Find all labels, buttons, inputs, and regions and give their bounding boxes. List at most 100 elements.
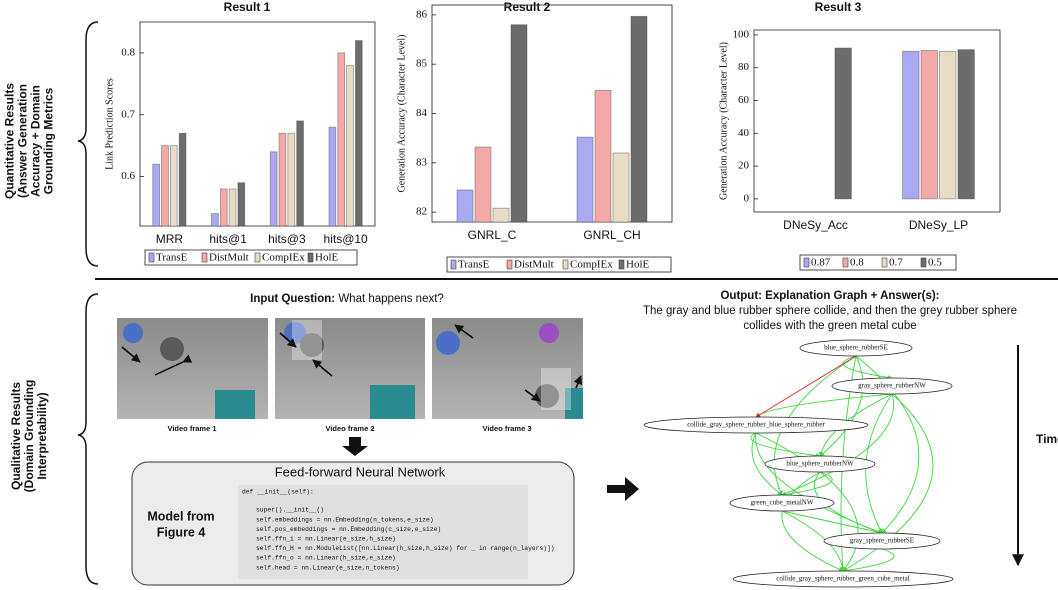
section-label: (Answer Generation <box>16 84 30 198</box>
brace <box>78 22 98 266</box>
section-label: (Domain Grounding <box>22 380 36 493</box>
frame-caption: Video frame 2 <box>325 424 374 433</box>
y-tick-label: 0.8 <box>121 46 135 58</box>
bar <box>958 50 974 199</box>
legend-swatch <box>843 258 848 267</box>
bar <box>355 41 362 226</box>
code-line: self.ffn_i = nn.Linear(e_size,h_size) <box>256 535 396 542</box>
input-label: Input Question: <box>250 293 335 305</box>
bar <box>179 133 186 226</box>
time-label: Time <box>1036 432 1058 446</box>
chart-title: Result 1 <box>224 0 271 14</box>
section-label: Grounding Metrics <box>42 87 56 194</box>
bar <box>347 65 354 226</box>
x-tick-label: hits@10 <box>324 232 369 246</box>
bar <box>595 90 611 222</box>
code-line: self.head = nn.Linear(e_size,n_tokens) <box>256 564 400 571</box>
bar <box>212 214 219 226</box>
x-tick-label: hits@3 <box>268 232 306 246</box>
bar <box>329 127 336 226</box>
bar <box>297 121 304 226</box>
legend-label: HolE <box>315 252 339 264</box>
model-label: Figure 4 <box>157 525 206 539</box>
section-label: Interpretability) <box>35 392 49 479</box>
x-tick-label: DNeSy_LP <box>909 218 968 232</box>
legend-swatch <box>619 260 624 269</box>
bar <box>279 133 286 226</box>
input-question: Input Question: What happens next? <box>250 293 444 305</box>
legend-label: 0.87 <box>811 257 831 269</box>
y-tick-label: 20 <box>738 160 750 172</box>
legend-label: 0.5 <box>928 257 942 269</box>
frame-caption: Video frame 1 <box>167 424 216 433</box>
legend-swatch <box>149 253 154 262</box>
bar <box>220 189 227 226</box>
x-tick-label: MRR <box>156 232 184 246</box>
x-tick-label: GNRL_CH <box>583 228 640 242</box>
right-arrow <box>607 477 639 501</box>
y-tick-label: 0.7 <box>121 108 135 120</box>
legend-label: 0.7 <box>889 257 903 269</box>
legend-swatch <box>882 258 887 267</box>
x-tick-label: GNRL_C <box>468 228 517 242</box>
y-tick-label: 86 <box>416 8 428 20</box>
bar <box>511 25 527 222</box>
node-label: blue_sphere_rubberNW <box>786 460 854 468</box>
graph-edge <box>756 394 892 417</box>
y-axis-label: Generation Accuracy (Character Level) <box>718 42 729 200</box>
legend-swatch <box>202 253 207 262</box>
code-line: def __init__(self): <box>242 489 314 496</box>
chart-title: Result 2 <box>504 0 551 14</box>
legend-swatch <box>308 253 313 262</box>
bar <box>475 147 491 222</box>
bar <box>835 48 851 199</box>
answer: collides with the green metal cube <box>743 320 916 332</box>
figure: Feed-forward Neural Network Model from F… <box>0 0 1058 590</box>
legend-swatch <box>255 253 260 262</box>
section-label: Accuracy + Domain <box>29 85 43 197</box>
bar <box>288 133 295 226</box>
y-tick-label: 0 <box>744 192 750 204</box>
graph-edge <box>782 472 843 571</box>
code-line: self.embeddings = nn.Embedding(n_tokens,… <box>256 516 434 523</box>
question: What happens next? <box>338 293 444 305</box>
section-label: Qualitative Results <box>9 382 23 490</box>
page: {"chart_data": [ {"type": "bar", "title"… <box>0 0 1058 590</box>
node-label: collide_gray_sphere_rubber_green_cube_me… <box>776 575 909 583</box>
code-line: self.ffn_H = nn.ModuleList([nn.Linear(h_… <box>256 545 555 552</box>
y-tick-label: 100 <box>733 28 750 40</box>
legend-label: CompIEx <box>570 259 613 271</box>
y-tick-label: 83 <box>416 156 428 168</box>
code-line: self.ffn_o = nn.Linear(h_size,e_size) <box>256 555 396 562</box>
y-tick-label: 85 <box>416 58 428 70</box>
y-tick-label: 60 <box>738 94 750 106</box>
bar <box>238 183 245 226</box>
bar <box>613 153 629 222</box>
output-title: Output: Explanation Graph + Answer(s): <box>720 290 939 302</box>
y-tick-label: 0.6 <box>121 170 135 182</box>
model-title: Feed-forward Neural Network <box>275 464 446 479</box>
brace <box>78 294 98 584</box>
legend-swatch <box>507 260 512 269</box>
legend-swatch <box>563 260 568 269</box>
y-tick-label: 80 <box>738 61 750 73</box>
graph-edge <box>782 394 894 495</box>
x-tick-label: hits@1 <box>209 232 247 246</box>
frame-caption: Video frame 3 <box>482 424 531 433</box>
bar <box>338 53 345 226</box>
y-axis-label: Generation Accuracy (Character Level) <box>396 35 407 193</box>
y-tick-label: 40 <box>738 127 750 139</box>
down-arrow <box>342 437 368 456</box>
graph-edge <box>756 433 882 533</box>
bar <box>631 16 647 222</box>
section-label: Quantitative Results <box>3 83 17 199</box>
bar <box>903 51 919 199</box>
legend-label: CompIEx <box>262 252 305 264</box>
legend-swatch <box>804 258 809 267</box>
answer: The gray and blue rubber sphere collide,… <box>643 305 1017 317</box>
bar <box>270 152 277 226</box>
y-tick-label: 82 <box>416 206 427 218</box>
bar <box>457 190 473 222</box>
bar <box>229 189 236 226</box>
legend-label: HolE <box>626 259 650 271</box>
